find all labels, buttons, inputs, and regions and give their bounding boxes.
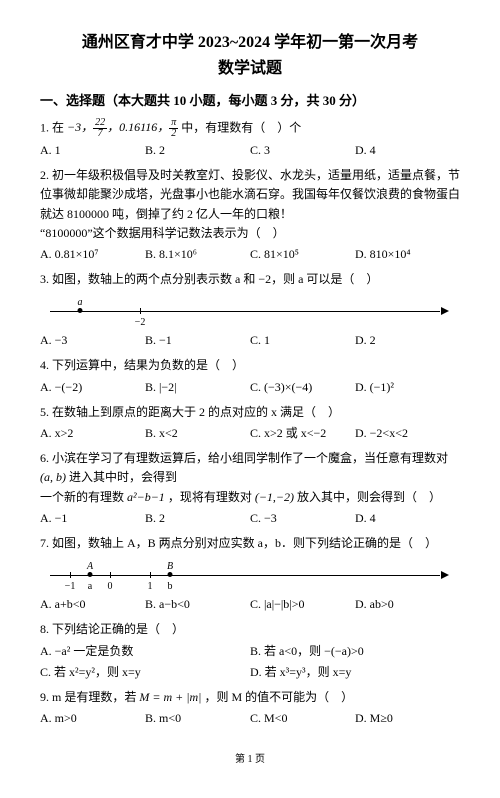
page-footer: 第 1 页: [40, 752, 460, 768]
q3-A: A. −3: [40, 331, 145, 350]
q1-A: A. 1: [40, 141, 145, 160]
q8-choices-1: A. −a² 一定是负数 B. 若 a<0，则 −(−a)>0: [40, 642, 460, 661]
q8-choices-2: C. 若 x²=y²，则 x=y D. 若 x³=y³，则 x=y: [40, 663, 460, 682]
section-1-heading: 一、选择题（本大题共 10 小题，每小题 3 分，共 30 分）: [40, 91, 460, 112]
q5-choices: A. x>2 B. x<2 C. x>2 或 x<−2 D. −2<x<2: [40, 424, 460, 443]
q4-D: D. (−1)²: [355, 378, 460, 397]
q5-A: A. x>2: [40, 424, 145, 443]
question-2b: “8100000”这个数据用科学记数法表示为（ ）: [40, 224, 460, 243]
q9-s2: ，则 M 的值不可能为（ ）: [204, 690, 353, 704]
q6-pair2: (−1,−2): [255, 490, 294, 504]
q6-s1: 6. 小滨在学习了有理数运算后，给小组同学制作了一个魔盒，当任意有理数对: [40, 451, 448, 465]
q1-stem-a: 1. 在: [40, 120, 64, 134]
q2-D: D. 810×10⁴: [355, 245, 460, 264]
q9-expr: M = m + |m|: [139, 690, 201, 704]
q1-expr: −3，227，0.16116，π2: [67, 120, 178, 134]
q1-stem-b: 中，有理数有（ ）个: [181, 120, 301, 134]
q6-s3: 一个新的有理数: [40, 490, 124, 504]
q4-B: B. |−2|: [145, 378, 250, 397]
q6-C: C. −3: [250, 509, 355, 528]
q8-D: D. 若 x³=y³，则 x=y: [250, 663, 460, 682]
q3-B: B. −1: [145, 331, 250, 350]
q7-C: C. |a|−|b|>0: [250, 595, 355, 614]
q7-choices: A. a+b<0 B. a−b<0 C. |a|−|b|>0 D. ab>0: [40, 595, 460, 614]
q1-C: C. 3: [250, 141, 355, 160]
q9-C: C. M<0: [250, 709, 355, 728]
question-5: 5. 在数轴上到原点的距离大于 2 的点对应的 x 满足（ ）: [40, 403, 460, 422]
q6-s2: 进入其中时，会得到: [69, 470, 177, 484]
q6-D: D. 4: [355, 509, 460, 528]
q2-B: B. 8.1×10⁶: [145, 245, 250, 264]
question-2: 2. 初一年级积极倡导及时关教室灯、投影仪、水龙头，适量用纸，适量点餐，节位事微…: [40, 166, 460, 224]
q6-B: B. 2: [145, 509, 250, 528]
q9-B: B. m<0: [145, 709, 250, 728]
page-title: 通州区育才中学 2023~2024 学年初一第一次月考: [40, 30, 460, 56]
q9-A: A. m>0: [40, 709, 145, 728]
q9-D: D. M≥0: [355, 709, 460, 728]
q3-C: C. 1: [250, 331, 355, 350]
q4-C: C. (−3)×(−4): [250, 378, 355, 397]
q3-D: D. 2: [355, 331, 460, 350]
question-8: 8. 下列结论正确的是（ ）: [40, 620, 460, 639]
q6-choices: A. −1 B. 2 C. −3 D. 4: [40, 509, 460, 528]
question-4: 4. 下列运算中，结果为负数的是（ ）: [40, 356, 460, 375]
q5-B: B. x<2: [145, 424, 250, 443]
q8-C: C. 若 x²=y²，则 x=y: [40, 663, 250, 682]
q6-expr: a²−b−1: [127, 490, 165, 504]
page-subtitle: 数学试题: [40, 56, 460, 82]
question-7: 7. 如图，数轴上 A，B 两点分别对应实数 a，b．则下列结论正确的是（ ）: [40, 534, 460, 553]
q4-A: A. −(−2): [40, 378, 145, 397]
q3-numberline: a −2: [40, 293, 460, 329]
q3-choices: A. −3 B. −1 C. 1 D. 2: [40, 331, 460, 350]
q8-A: A. −a² 一定是负数: [40, 642, 250, 661]
question-6b: 一个新的有理数 a²−b−1 ，现将有理数对 (−1,−2) 放入其中，则会得到…: [40, 488, 460, 507]
q7-D: D. ab>0: [355, 595, 460, 614]
q2-choices: A. 0.81×10⁷ B. 8.1×10⁶ C. 81×10⁵ D. 810×…: [40, 245, 460, 264]
q6-s4: ，现将有理数对: [168, 490, 252, 504]
q5-C: C. x>2 或 x<−2: [250, 424, 355, 443]
q5-D: D. −2<x<2: [355, 424, 460, 443]
q7-B: B. a−b<0: [145, 595, 250, 614]
q9-choices: A. m>0 B. m<0 C. M<0 D. M≥0: [40, 709, 460, 728]
question-9: 9. m 是有理数，若 M = m + |m| ，则 M 的值不可能为（ ）: [40, 688, 460, 707]
q9-s1: 9. m 是有理数，若: [40, 690, 136, 704]
q1-D: D. 4: [355, 141, 460, 160]
q7-numberline: −1 Aa 0 1 Bb: [40, 557, 460, 593]
q7-A: A. a+b<0: [40, 595, 145, 614]
q6-pair: (a, b): [40, 470, 66, 484]
question-1: 1. 在 −3，227，0.16116，π2 中，有理数有（ ）个: [40, 118, 460, 139]
question-3: 3. 如图，数轴上的两个点分别表示数 a 和 −2，则 a 可以是（ ）: [40, 270, 460, 289]
q6-s5: 放入其中，则会得到（ ）: [297, 490, 441, 504]
question-6: 6. 小滨在学习了有理数运算后，给小组同学制作了一个魔盒，当任意有理数对 (a,…: [40, 449, 460, 487]
q4-choices: A. −(−2) B. |−2| C. (−3)×(−4) D. (−1)²: [40, 378, 460, 397]
q8-B: B. 若 a<0，则 −(−a)>0: [250, 642, 460, 661]
q2-C: C. 81×10⁵: [250, 245, 355, 264]
q1-B: B. 2: [145, 141, 250, 160]
q1-choices: A. 1 B. 2 C. 3 D. 4: [40, 141, 460, 160]
q2-A: A. 0.81×10⁷: [40, 245, 145, 264]
q6-A: A. −1: [40, 509, 145, 528]
